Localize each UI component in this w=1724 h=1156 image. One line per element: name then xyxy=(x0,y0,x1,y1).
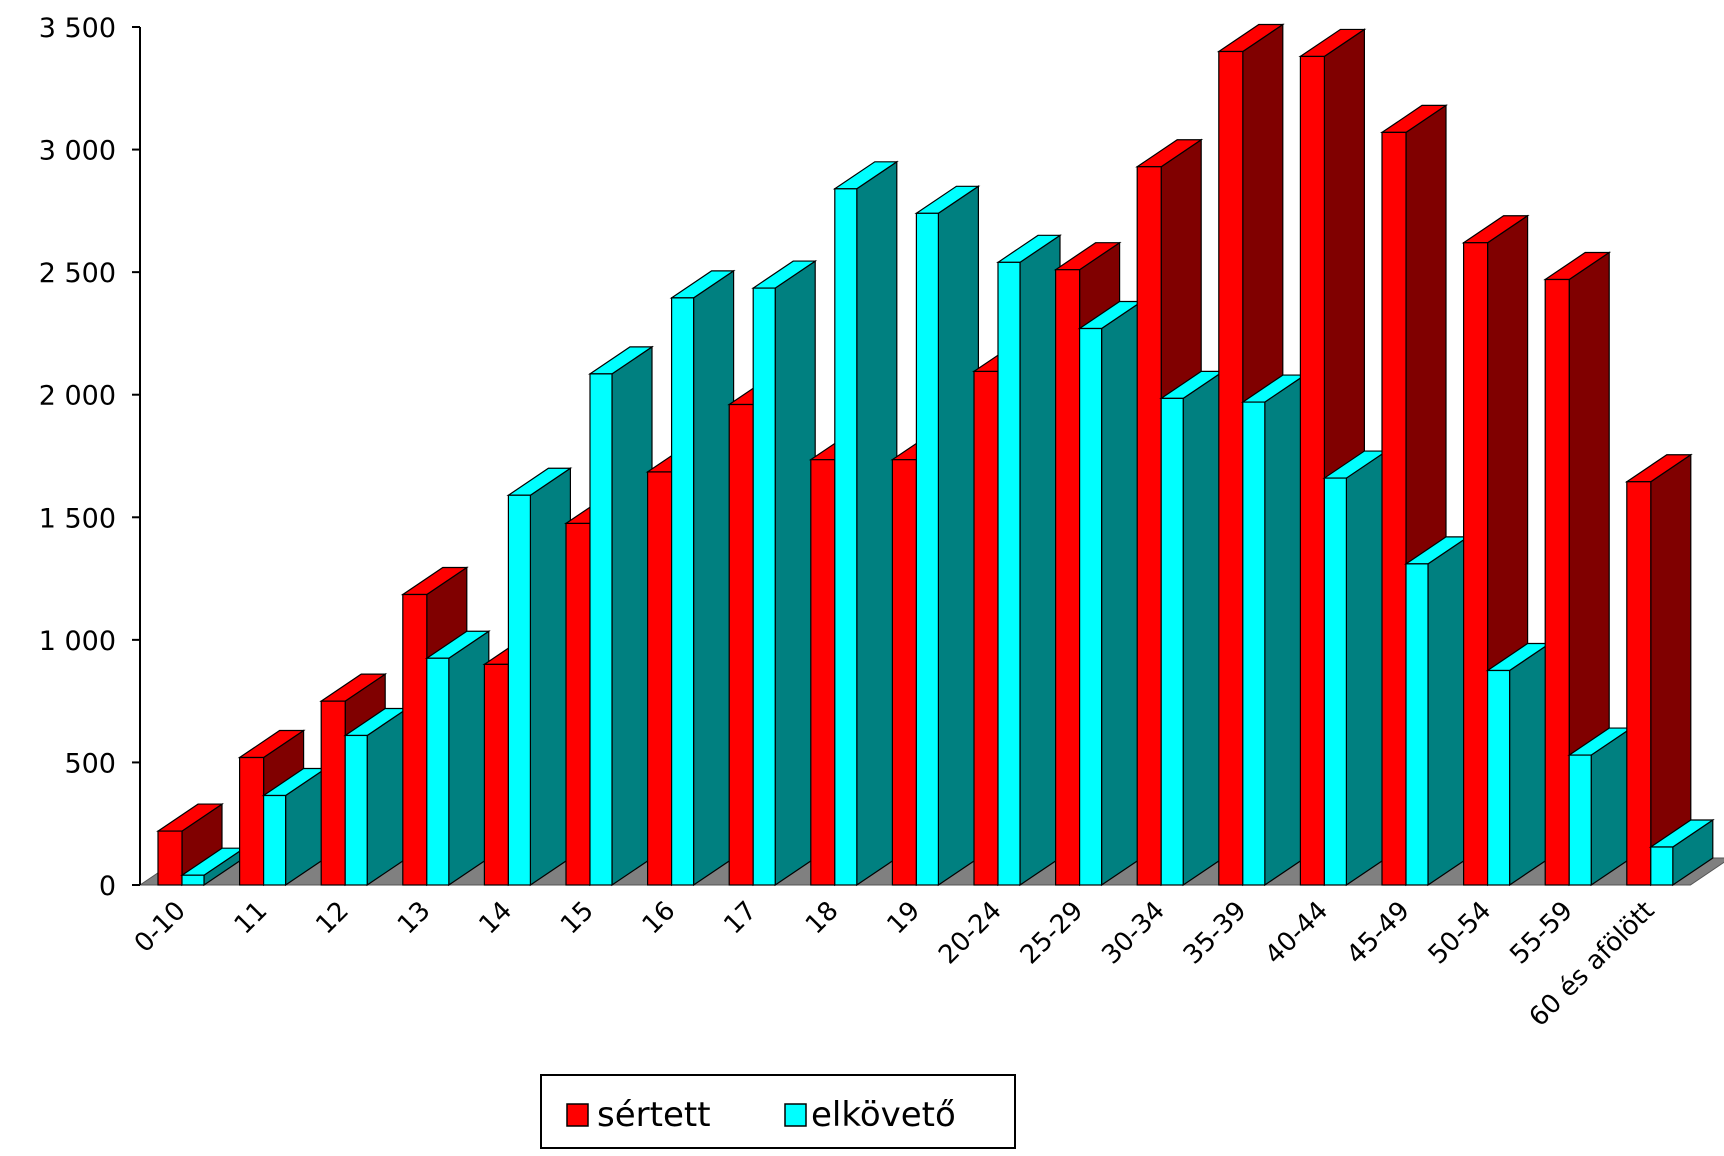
bar-elkoveto xyxy=(343,707,410,887)
legend-box xyxy=(540,1074,1016,1149)
x-category-label: 0-10 xyxy=(129,896,192,959)
bar-elkoveto xyxy=(506,467,573,887)
y-tick-label: 1 500 xyxy=(39,503,116,534)
bar-sertett xyxy=(1624,453,1693,887)
y-tick-label: 3 500 xyxy=(39,13,116,44)
legend-label-elkoveto: elkövető xyxy=(811,1095,956,1135)
x-category-label: 12 xyxy=(310,896,355,941)
bar-elkoveto xyxy=(180,847,246,887)
bar-elkoveto xyxy=(1648,818,1715,887)
legend-label-sertett: sértett xyxy=(597,1095,711,1135)
x-category-label: 20-24 xyxy=(933,896,1008,971)
x-category-label: 14 xyxy=(474,896,519,941)
y-axis: 0 500 1 000 1 500 2 000 2 500 3 000 3 500 xyxy=(39,13,141,902)
bar-elkoveto xyxy=(1077,300,1144,887)
x-category-label: 19 xyxy=(882,896,927,941)
x-category-label: 13 xyxy=(392,896,437,941)
bar-elkoveto xyxy=(1404,535,1470,887)
legend-swatch-sertett xyxy=(566,1103,589,1127)
x-category-label: 35-39 xyxy=(1178,896,1253,971)
y-tick-label: 3 000 xyxy=(39,136,116,167)
x-category-label: 11 xyxy=(229,896,274,941)
bar-elkoveto xyxy=(261,767,328,887)
bar-elkoveto xyxy=(832,160,899,887)
bar-elkoveto xyxy=(588,345,654,887)
bar-elkoveto xyxy=(1567,726,1634,887)
x-category-label: 16 xyxy=(637,896,682,941)
bar-elkoveto xyxy=(1322,449,1389,887)
x-category-label: 30-34 xyxy=(1096,896,1171,971)
bar-elkoveto xyxy=(1485,642,1552,887)
x-category-label: 17 xyxy=(718,896,763,941)
bar-elkoveto xyxy=(1159,370,1226,887)
bar-elkoveto xyxy=(669,269,736,887)
bar-elkoveto xyxy=(424,630,491,887)
x-category-label: 25-29 xyxy=(1015,896,1090,971)
x-category-label: 50-54 xyxy=(1423,896,1498,971)
y-tick-label: 2 500 xyxy=(39,258,116,289)
y-tick-label: 0 xyxy=(99,871,116,902)
x-category-label: 55-59 xyxy=(1504,896,1579,971)
bars xyxy=(156,23,1715,887)
bar-sertett xyxy=(1543,251,1612,887)
y-tick-label: 2 000 xyxy=(39,381,116,412)
x-category-label: 18 xyxy=(800,896,845,941)
legend: sértett elkövető xyxy=(540,1074,1016,1149)
y-tick-label: 1 000 xyxy=(39,626,116,657)
bar-elkoveto xyxy=(914,185,981,887)
bar-elkoveto xyxy=(996,234,1062,887)
bar-elkoveto xyxy=(751,259,818,887)
bar-elkoveto xyxy=(1240,373,1307,887)
legend-swatch-elkoveto xyxy=(784,1103,807,1127)
bar-sertett xyxy=(156,802,224,887)
x-category-label: 15 xyxy=(555,896,600,941)
x-category-label: 40-44 xyxy=(1260,896,1335,971)
y-tick-label: 500 xyxy=(64,748,116,779)
x-category-label: 45-49 xyxy=(1341,896,1416,971)
x-axis-labels: 0-10 11 12 13 14 15 16 17 18 19 20-24 25-29 30-34 35-… xyxy=(129,896,1661,1033)
